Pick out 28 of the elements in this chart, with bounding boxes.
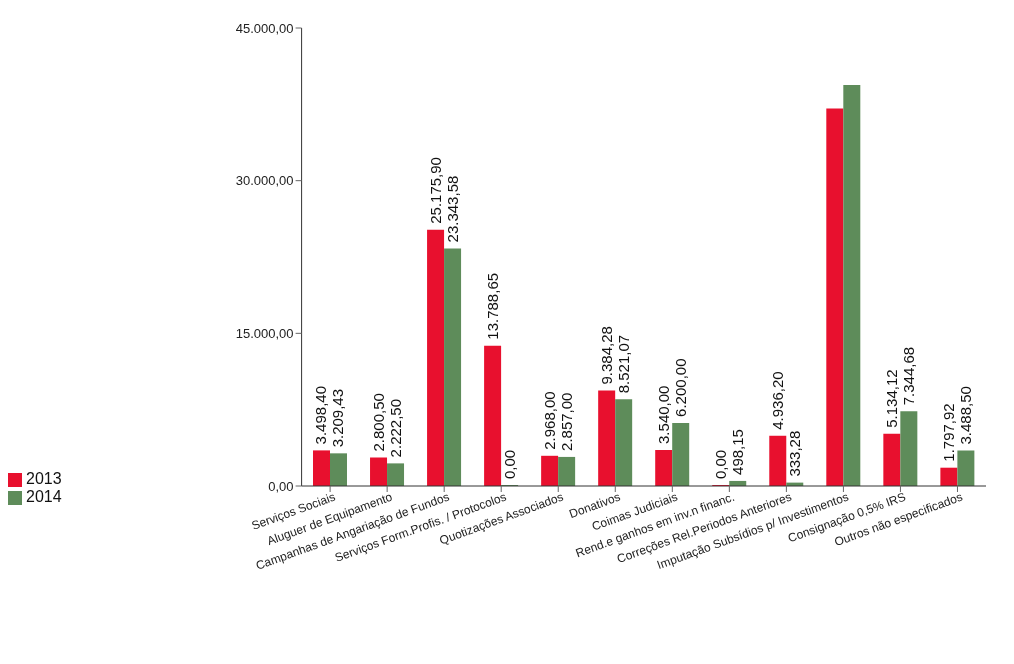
data-label: 2.222,50 [386,398,404,458]
y-tick-label: 30.000,00 [235,173,294,189]
y-tick-label: 0,00 [268,478,294,494]
data-label: 0,00 [711,449,729,479]
data-label: 3.498,40 [312,386,330,445]
data-label: 2.857,00 [557,392,575,451]
data-label: 8.521,07 [614,334,632,394]
data-label: 3.209,43 [329,388,347,448]
data-label: 3.488,50 [956,386,974,445]
legend-label: 2013 [26,470,62,487]
data-label: 0,00 [500,449,518,479]
data-label: 6.200,00 [671,358,689,417]
data-label: 5.134,12 [882,369,900,428]
data-label: 1.797,92 [939,403,957,462]
data-label: 333,28 [785,430,803,477]
data-label: 7.344,68 [899,346,917,406]
data-label: 2.800,50 [369,393,387,452]
y-tick-label: 45.000,00 [235,20,294,36]
y-tick-label: 15.000,00 [235,325,294,341]
data-label: 498,15 [728,429,746,475]
data-label: 13.788,65 [483,272,501,340]
data-label: 2.968,00 [540,391,558,450]
data-label: 3.540,00 [654,385,672,444]
data-label: 23.343,58 [443,175,461,243]
data-label: 9.384,28 [597,326,615,385]
data-label: 4.936,20 [768,371,786,430]
legend-label: 2014 [26,488,62,505]
data-label: 25.175,90 [426,157,444,224]
